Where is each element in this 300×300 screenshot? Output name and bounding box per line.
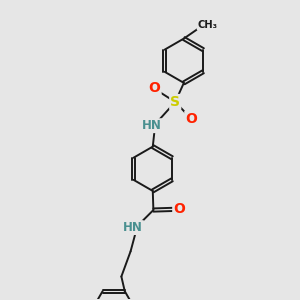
Text: S: S — [170, 95, 180, 109]
Text: HN: HN — [123, 221, 143, 234]
Text: CH₃: CH₃ — [198, 20, 218, 30]
Text: O: O — [173, 202, 185, 216]
Text: O: O — [149, 80, 161, 94]
Text: HN: HN — [142, 119, 162, 132]
Text: O: O — [185, 112, 197, 126]
